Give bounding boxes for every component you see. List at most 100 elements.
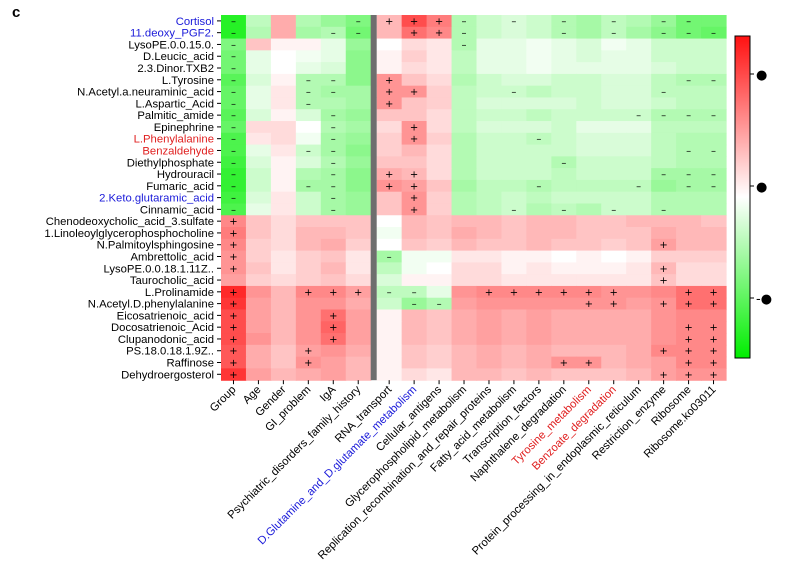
heatmap-cell	[295, 38, 322, 51]
heatmap-cell	[270, 156, 297, 169]
heatmap-cell	[245, 132, 272, 146]
heatmap-cell	[626, 274, 652, 287]
heatmap-cell	[576, 368, 602, 381]
cell-annotation: +	[229, 346, 237, 357]
cell-annotation: –	[561, 158, 566, 169]
heatmap-cell	[676, 344, 702, 358]
heatmap-cell	[270, 356, 297, 369]
heatmap-cell	[701, 356, 727, 369]
cell-annotation: +	[684, 299, 692, 310]
heatmap-cell	[270, 26, 297, 40]
row-label: LysoPE.0.0.15.0.	[128, 39, 214, 51]
cell-annotation: –	[231, 28, 236, 39]
row-label: 2.Keto.glutaramic_acid	[99, 193, 214, 205]
cell-annotation: –	[306, 99, 311, 110]
heatmap-cell	[476, 38, 503, 51]
heatmap-cell	[320, 168, 347, 181]
heatmap-cell	[601, 15, 627, 28]
heatmap-cell	[476, 368, 503, 381]
heatmap-cell	[551, 144, 577, 157]
heatmap-cell	[345, 73, 372, 87]
heatmap-cell	[676, 50, 702, 63]
heatmap-cell	[551, 121, 577, 134]
heatmap-cell	[551, 15, 577, 28]
heatmap-cell	[626, 321, 652, 334]
cell-annotation: –	[231, 52, 236, 63]
cell-annotation: –	[331, 111, 336, 122]
colorbar-tick-label: -●	[756, 292, 772, 307]
heatmap-cell	[376, 368, 403, 381]
heatmap-cell	[701, 297, 727, 311]
heatmap-cell	[270, 344, 297, 358]
heatmap-cell	[320, 215, 347, 228]
heatmap-cell	[426, 38, 453, 51]
heatmap-cell	[476, 262, 503, 275]
cell-annotation: –	[686, 111, 691, 122]
heatmap-cell	[295, 168, 322, 181]
heatmap-cell	[345, 309, 372, 322]
heatmap-cell	[676, 356, 702, 369]
heatmap-cell	[701, 121, 727, 134]
heatmap-cell	[345, 26, 372, 40]
heatmap-cell	[676, 109, 702, 122]
heatmap-cell	[626, 85, 652, 99]
heatmap-cell	[320, 132, 347, 146]
cell-annotation: –	[412, 299, 417, 310]
heatmap-cell	[270, 73, 297, 87]
heatmap-cell	[426, 368, 453, 381]
cell-annotation: –	[561, 28, 566, 39]
heatmap-cell	[270, 333, 297, 346]
heatmap-cell	[345, 274, 372, 287]
heatmap-cell	[320, 333, 347, 346]
cell-annotation: –	[611, 205, 616, 216]
heatmap-cell	[221, 50, 247, 63]
heatmap-cell	[451, 73, 478, 87]
heatmap-cell	[451, 85, 478, 99]
column-label: IgA	[318, 383, 339, 404]
heatmap-cell	[626, 50, 652, 63]
cell-annotation: –	[636, 111, 641, 122]
heatmap-cell	[295, 15, 322, 28]
row-label: Taurocholic_acid	[130, 275, 214, 287]
heatmap-cell	[376, 132, 403, 146]
heatmap-cell	[701, 274, 727, 287]
heatmap-cell	[576, 321, 602, 334]
heatmap-cell	[551, 238, 577, 252]
heatmap-cell	[426, 191, 453, 205]
heatmap-cell	[270, 168, 297, 181]
heatmap-cell	[320, 156, 347, 169]
heatmap-cell	[626, 356, 652, 369]
heatmap-cell	[676, 215, 702, 228]
heatmap-cell	[501, 297, 527, 311]
row-label: L.Aspartic_Acid	[136, 98, 215, 110]
heatmap-cell	[551, 156, 577, 169]
row-label: LysoPE.0.0.18.1.11Z..	[103, 263, 214, 275]
heatmap-cell	[451, 191, 478, 205]
heatmap-cell	[651, 121, 677, 134]
heatmap-cell	[451, 321, 478, 334]
cell-annotation: +	[485, 287, 493, 298]
heatmap-cell	[401, 227, 428, 240]
row-label: N.Acetyl.D.phenylalanine	[88, 299, 214, 311]
heatmap-cell	[345, 109, 372, 122]
heatmap-cell	[576, 238, 602, 252]
heatmap-cell	[576, 26, 602, 40]
heatmap-cell	[651, 109, 677, 122]
cell-annotation: –	[231, 193, 236, 204]
heatmap-cell	[451, 179, 478, 193]
heatmap-cell	[601, 309, 627, 322]
heatmap-cell	[270, 144, 297, 157]
heatmap-cell	[320, 85, 347, 99]
heatmap-cell	[295, 121, 322, 134]
heatmap-cell	[626, 297, 652, 311]
heatmap-cell	[376, 297, 403, 311]
heatmap-cell	[345, 15, 372, 28]
heatmap-cell	[576, 50, 602, 63]
cell-annotation: +	[535, 287, 543, 298]
cell-annotation: +	[229, 287, 237, 298]
heatmap-cell	[401, 309, 428, 322]
heatmap-cell	[376, 344, 403, 358]
heatmap-cell	[451, 250, 478, 263]
heatmap-cell	[551, 203, 577, 216]
heatmap-cell	[426, 97, 453, 110]
